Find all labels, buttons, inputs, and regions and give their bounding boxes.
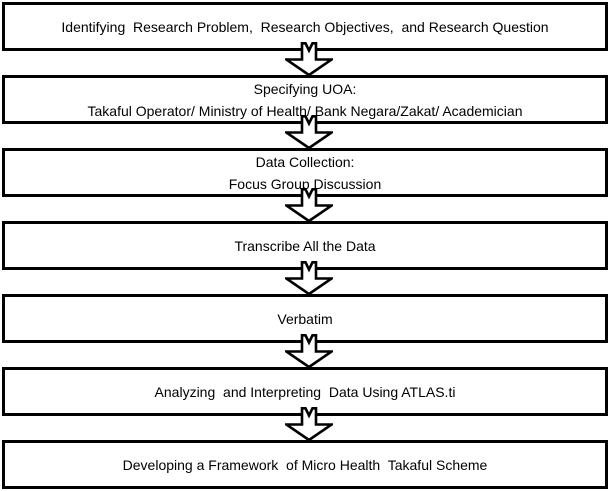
down-arrow-icon: [285, 188, 333, 224]
down-arrow-icon: [285, 42, 333, 78]
down-arrow-icon: [285, 407, 333, 443]
flow-step-label: Developing a Framework of Micro Health T…: [122, 456, 488, 473]
down-arrow-icon: [285, 115, 333, 151]
flow-step-identify-problem: Identifying Research Problem, Research O…: [2, 2, 608, 51]
flow-step-label: Data Collection: Focus Group Discussion: [228, 153, 382, 192]
flow-step-label: Transcribe All the Data: [234, 237, 376, 254]
flow-step-label: Verbatim: [277, 310, 333, 327]
flow-step-label: Identifying Research Problem, Research O…: [61, 18, 549, 35]
flow-step-develop-framework: Developing a Framework of Micro Health T…: [2, 440, 608, 489]
flow-step-label: Specifying UOA: Takaful Operator/ Minist…: [87, 80, 523, 119]
down-arrow-icon: [285, 334, 333, 370]
down-arrow-icon: [285, 261, 333, 297]
flow-step-label: Analyzing and Interpreting Data Using AT…: [154, 383, 456, 400]
